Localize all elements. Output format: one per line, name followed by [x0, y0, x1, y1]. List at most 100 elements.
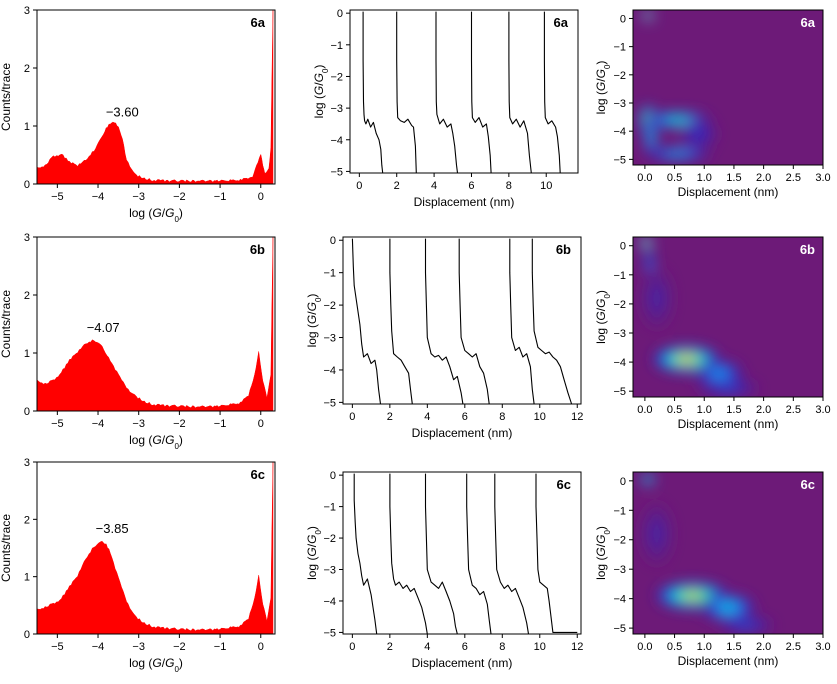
plot-frame [350, 10, 578, 173]
heatmap-blob [647, 15, 649, 17]
x-tick-label: 2 [387, 641, 393, 653]
x-tick-label: 12 [571, 641, 583, 653]
y-axis-label-part: ) [305, 526, 319, 530]
x-axis-label: Displacement (nm) [678, 185, 779, 199]
x-tick-label: 1.0 [697, 404, 712, 416]
y-tick-label: 1 [24, 121, 30, 133]
y-tick-label: 0 [620, 13, 626, 25]
y-tick-label: 2 [24, 290, 30, 302]
y-tick-label: 3 [24, 232, 30, 244]
y-tick-label: 0 [620, 476, 626, 488]
trace-line [510, 239, 534, 404]
x-tick-label: 0 [258, 418, 264, 430]
x-axis-label: Displacement (nm) [412, 426, 513, 440]
x-tick-label: 2.5 [786, 641, 801, 653]
x-tick-label: −2 [173, 641, 186, 653]
y-tick-label: −4 [613, 594, 626, 606]
panel-heatmap-6c: 0.0 0.5 1.0 1.5 2.0 2.5 3.00−1−2−3−4−5Displace… [594, 472, 831, 668]
x-tick-label: 2.5 [786, 172, 801, 184]
x-tick-label: 1.5 [726, 641, 741, 653]
heatmap-field [633, 472, 823, 634]
trace-line [426, 239, 463, 404]
y-axis-label-part: log ( [594, 321, 608, 344]
x-tick-label: −3 [132, 418, 145, 430]
y-tick-label: 0 [24, 406, 30, 418]
panel-histogram-6b: −5 −4 −3 −2 −1 00123Counts/tracelog (G/G0)6b−… [0, 232, 275, 451]
y-tick-label: −3 [613, 98, 626, 110]
peak-label: −4.07 [87, 320, 120, 335]
y-tick-label: −2 [613, 299, 626, 311]
x-tick-label: 0.5 [667, 641, 682, 653]
heatmap-blob [686, 594, 698, 598]
x-tick-label: 0 [356, 180, 362, 192]
y-tick-label: −5 [613, 154, 626, 166]
x-tick-label: 0 [349, 641, 355, 653]
x-tick-label: 1.5 [726, 404, 741, 416]
trace-line [544, 12, 560, 173]
y-axis-label-part: log ( [312, 95, 326, 118]
x-tick-label: 6 [462, 641, 468, 653]
heatmap-blob [647, 478, 649, 480]
y-axis-label-part: G [312, 86, 326, 95]
y-axis-label: log (G/G0) [594, 290, 612, 344]
panel-traces-6a: 0 2 4 6 8 10 0 −1 −2 −3 −4 −5 Displacement (nm) log (… [312, 8, 578, 209]
x-tick-label: 10 [534, 641, 546, 653]
x-tick-label: 6 [468, 180, 474, 192]
trace-line [390, 239, 412, 404]
plot-frame [343, 237, 581, 404]
y-tick-label: −2 [613, 70, 626, 82]
y-axis-label: log (G/G0) [594, 526, 612, 580]
panel-tag: 6a [801, 15, 816, 30]
trace-line [509, 12, 531, 173]
heatmap-blob [672, 153, 683, 155]
y-tick-label: −5 [323, 397, 336, 409]
y-tick-label: −5 [330, 166, 343, 178]
x-tick-label: 12 [571, 411, 583, 423]
x-axis-label: log (G/G0) [129, 656, 183, 674]
x-tick-label: −4 [92, 418, 105, 430]
heatmap-blob [654, 529, 659, 539]
y-axis-label-part: G [305, 535, 319, 544]
peak-label: −3.60 [106, 105, 139, 120]
heatmap-field [633, 236, 823, 397]
heatmap-blob [654, 293, 659, 303]
y-tick-label: 0 [330, 470, 336, 482]
y-tick-label: −3 [613, 328, 626, 340]
y-tick-label: −4 [323, 365, 336, 377]
x-tick-label: −4 [92, 641, 105, 653]
histogram-area [37, 462, 273, 634]
plot-frame [343, 472, 581, 634]
y-tick-label: 1 [24, 348, 30, 360]
x-axis-label-part: G [165, 206, 174, 220]
y-tick-label: −1 [613, 270, 626, 282]
y-tick-label: −1 [613, 505, 626, 517]
histogram-area [37, 10, 273, 184]
x-axis-label-part: G [152, 656, 161, 670]
y-tick-label: 2 [24, 514, 30, 526]
x-axis-label-part: log ( [129, 433, 152, 447]
heatmap-blob [724, 605, 733, 609]
trace-line [390, 474, 427, 634]
y-axis-label-part: G [594, 82, 608, 91]
y-tick-label: 0 [330, 235, 336, 247]
y-axis-label: log (G/G0) [312, 65, 330, 119]
y-axis-label-part: G [312, 73, 326, 82]
y-tick-label: 2 [24, 63, 30, 75]
heatmap-blob [672, 119, 683, 122]
y-tick-label: 0 [24, 179, 30, 191]
heatmap-blob [723, 387, 733, 389]
x-tick-label: 1.5 [726, 172, 741, 184]
x-tick-label: 0.0 [637, 641, 652, 653]
x-axis-label-part: G [165, 433, 174, 447]
panel-tag: 6b [250, 242, 265, 257]
x-axis-label: Displacement (nm) [412, 656, 513, 670]
y-tick-label: 3 [24, 5, 30, 17]
peak-label: −3.85 [96, 521, 129, 536]
y-axis-label-part: ) [594, 61, 608, 65]
x-tick-label: 10 [534, 411, 546, 423]
x-axis-label-part: G [152, 433, 161, 447]
panel-tag: 6a [554, 15, 569, 30]
y-tick-label: −3 [613, 564, 626, 576]
